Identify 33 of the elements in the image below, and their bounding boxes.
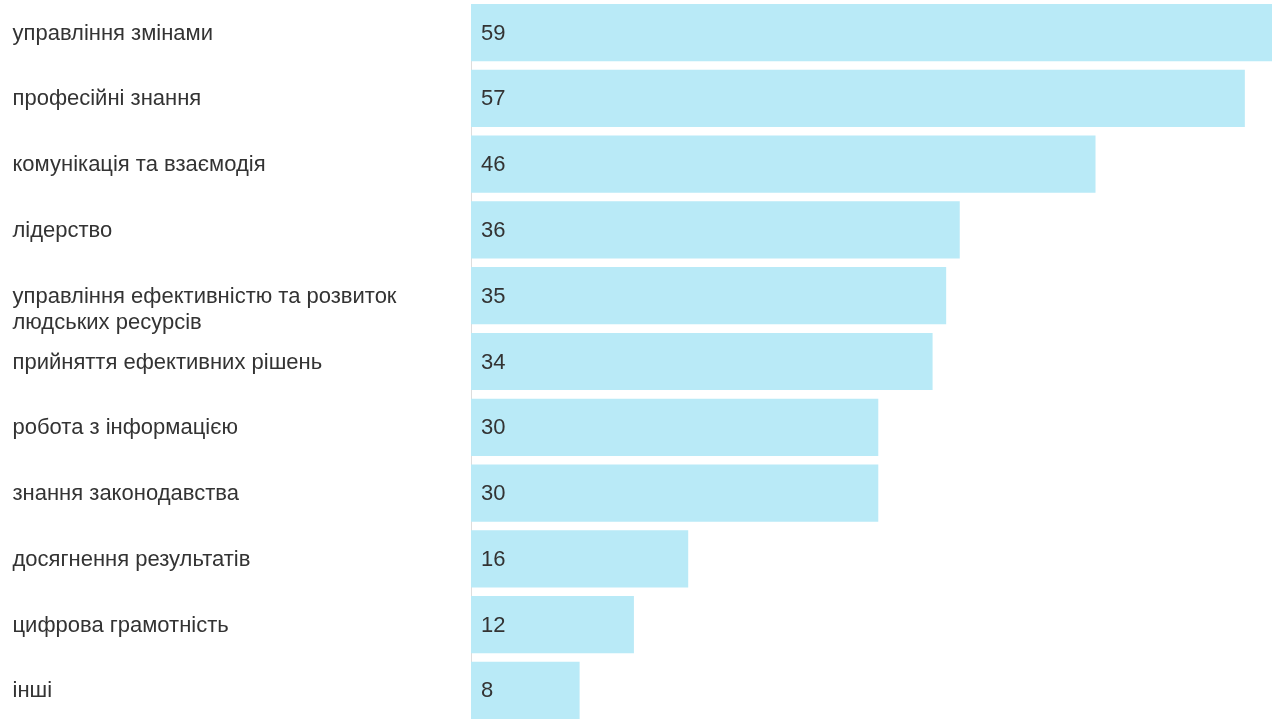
data-label: 16 [481, 545, 506, 571]
data-label: 34 [481, 348, 506, 374]
y-tick-label: управління ефективністю та розвиток людських ресурсів [12, 282, 397, 334]
data-label: 30 [481, 480, 506, 506]
bar [471, 530, 689, 588]
data-label: 35 [481, 282, 506, 308]
y-tick-label: управління змінами [12, 19, 214, 45]
y-tick-label: комунікація та взаємодія [12, 151, 266, 177]
bar [471, 661, 580, 719]
y-tick-label: прийняття ефективних рішень [12, 348, 323, 374]
data-label: 46 [481, 151, 506, 177]
y-tick-label: професійні знання [12, 85, 202, 111]
bar [471, 464, 879, 522]
y-tick-label: робота з інформацією [12, 414, 238, 440]
data-label: 30 [481, 414, 506, 440]
y-tick-label: цифрова грамотність [12, 611, 229, 637]
bar [471, 332, 933, 391]
bar [471, 267, 947, 325]
data-label: 59 [481, 19, 506, 45]
bar [471, 4, 1272, 62]
y-tick-label: досягнення результатів [12, 545, 251, 571]
bar [471, 69, 1245, 127]
bar [471, 201, 960, 259]
y-tick-label: інші [12, 677, 53, 703]
y-tick-label: знання законодавства [12, 480, 240, 506]
data-label: 12 [481, 611, 506, 637]
bar [471, 596, 634, 654]
data-label: 8 [481, 677, 494, 703]
bar [471, 398, 879, 456]
y-tick-label: лідерство [12, 216, 113, 242]
data-label: 36 [481, 216, 506, 242]
data-label: 57 [481, 85, 506, 111]
bar [471, 135, 1096, 193]
